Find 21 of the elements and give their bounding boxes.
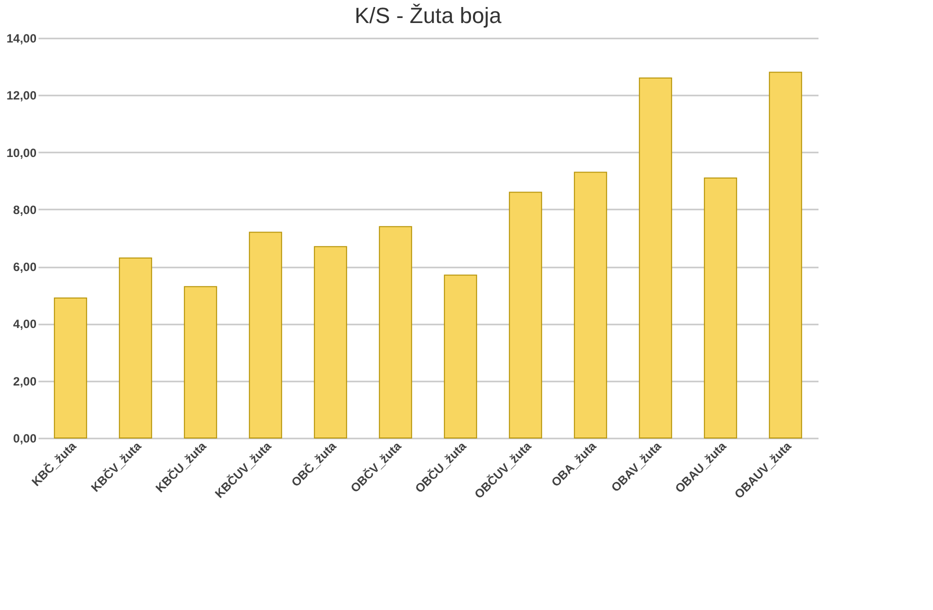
bar (54, 298, 88, 438)
y-tick-label: 4,00 (13, 317, 37, 332)
bar (118, 258, 152, 438)
bar (378, 226, 412, 438)
y-tick-label: 10,00 (6, 146, 37, 160)
bar (704, 178, 738, 438)
chart-title: K/S - Žuta boja (354, 3, 502, 28)
bar (314, 246, 348, 438)
bar (184, 286, 218, 438)
bar (574, 172, 608, 438)
y-tick-label: 0,00 (13, 432, 37, 446)
y-tick-label: 6,00 (13, 260, 37, 274)
y-tick-label: 12,00 (6, 88, 37, 103)
y-tick-label: 2,00 (13, 374, 37, 388)
bar (638, 78, 672, 438)
bar (248, 232, 282, 438)
bar (768, 72, 802, 438)
bar (508, 192, 542, 438)
y-tick-label: 14,00 (6, 32, 37, 46)
y-tick-label: 8,00 (13, 202, 37, 217)
bar (444, 274, 478, 438)
